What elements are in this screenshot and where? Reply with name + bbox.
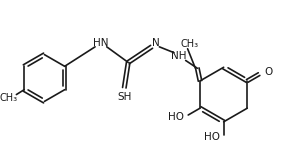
Text: SH: SH <box>117 92 131 102</box>
Text: HO: HO <box>168 112 184 122</box>
Text: CH₃: CH₃ <box>181 39 199 49</box>
Text: HO: HO <box>204 132 220 142</box>
Text: N: N <box>152 38 159 48</box>
Text: NH: NH <box>171 51 187 61</box>
Text: CH₃: CH₃ <box>0 93 18 103</box>
Text: O: O <box>264 67 272 77</box>
Text: HN: HN <box>93 38 109 48</box>
